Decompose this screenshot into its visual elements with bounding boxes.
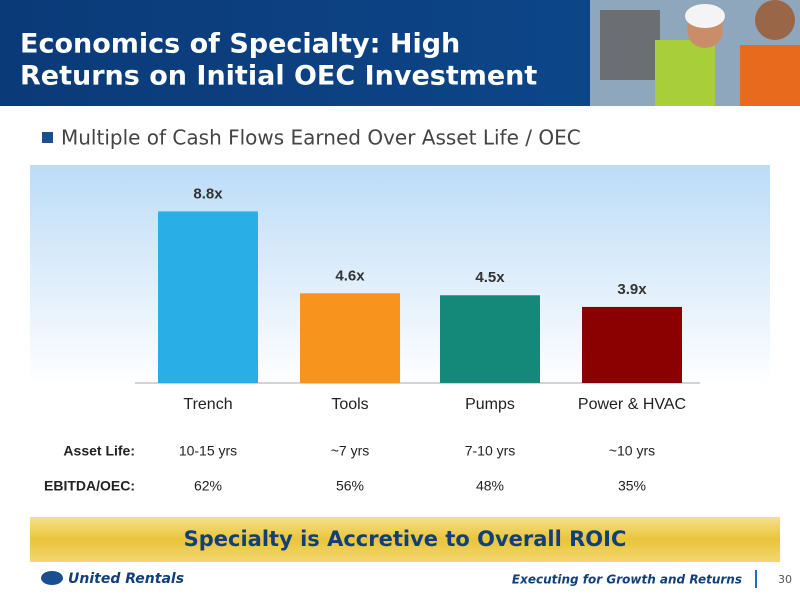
x-tick-label: Trench [183,396,232,413]
value-label: 3.9x [617,281,647,298]
table-cell: 7-10 yrs [465,443,516,459]
chart-title: Multiple of Cash Flows Earned Over Asset… [61,126,581,150]
row-label: Asset Life: [63,443,135,459]
header-photo [590,0,800,106]
tagline: Executing for Growth and Returns [512,573,742,587]
bullet [42,132,53,143]
bar [158,211,258,383]
banner-text: Specialty is Accretive to Overall ROIC [184,527,627,551]
bar [582,306,682,383]
table-cell: 62% [194,478,222,494]
table-cell: 35% [618,478,646,494]
table-cell: 48% [476,478,504,494]
table-cell: ~7 yrs [331,443,370,459]
bar [300,293,400,383]
slide-title: Economics of Specialty: High [20,29,460,60]
page-number: 30 [778,573,792,586]
value-label: 4.6x [335,267,365,284]
x-tick-label: Tools [331,396,368,413]
banner [30,517,780,562]
table-cell: 56% [336,478,364,494]
value-label: 8.8x [193,185,223,202]
value-label: 4.5x [475,269,505,286]
table-cell: 10-15 yrs [179,443,237,459]
table-cell: ~10 yrs [609,443,655,459]
x-tick-label: Pumps [465,396,515,413]
logo-text: United Rentals [68,571,184,587]
logo: United Rentals [41,571,184,587]
row-label: EBITDA/OEC: [44,478,135,494]
x-tick-label: Power & HVAC [578,396,686,413]
bar [440,295,540,383]
slide-title: Returns on Initial OEC Investment [20,61,537,92]
